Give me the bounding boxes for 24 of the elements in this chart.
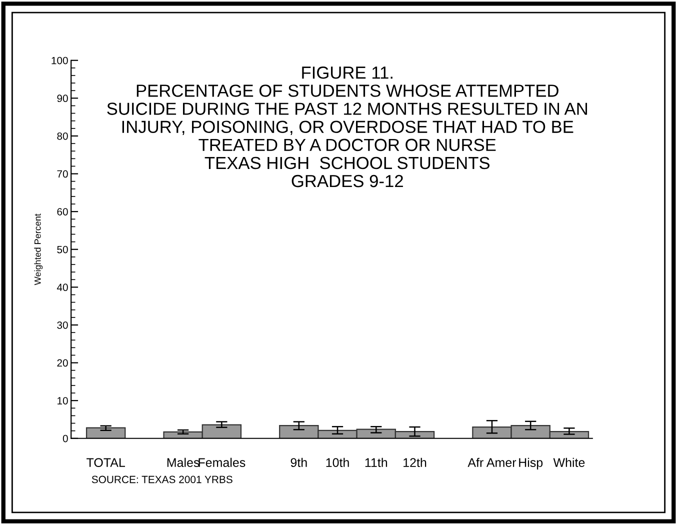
x-tick-label: Males [167, 458, 200, 467]
x-tick-label: Females [198, 458, 246, 467]
x-tick-label: Afr Amer [468, 458, 516, 467]
y-axis-title: Weighted Percent [34, 214, 43, 286]
y-tick-label: 10 [58, 397, 68, 404]
x-tick-label: 11th [365, 458, 388, 467]
y-tick-label: 20 [57, 359, 68, 367]
y-tick-label: 80 [57, 132, 68, 140]
x-tick-label: White [553, 458, 585, 467]
x-tick-label: 9th [290, 458, 307, 467]
y-tick-label: 90 [57, 94, 68, 102]
x-tick-label: Hisp [519, 458, 543, 470]
y-tick-label: 40 [56, 284, 68, 292]
source-note: SOURCE: TEXAS 2001 YRBS [92, 476, 232, 484]
y-tick-label: 0 [62, 434, 68, 442]
x-tick-label: 12th [404, 458, 426, 467]
y-tick-label: 60 [57, 208, 68, 216]
y-tick-label: 100 [52, 56, 68, 64]
x-tick-label: 10th [326, 458, 349, 467]
y-tick-label: 70 [57, 170, 68, 178]
y-tick-label: 30 [57, 321, 68, 329]
y-tick-label: 50 [57, 246, 68, 254]
x-tick-label: TOTAL [86, 458, 125, 467]
text: FIGURE 11. PERCENTAGE OF STUDENTS WHOSE ATTEMPTED SUICIDE DURING THE PAST 12 MONTHS RESULTED IN AN INJURY, POISONING, OR OVERDOSE THAT HAD TO BE TREATED BY A DOCTOR OR NURSE TEXAS HIGH SCHOOL STUDENTS GRADES 9-12 [107, 66, 587, 188]
